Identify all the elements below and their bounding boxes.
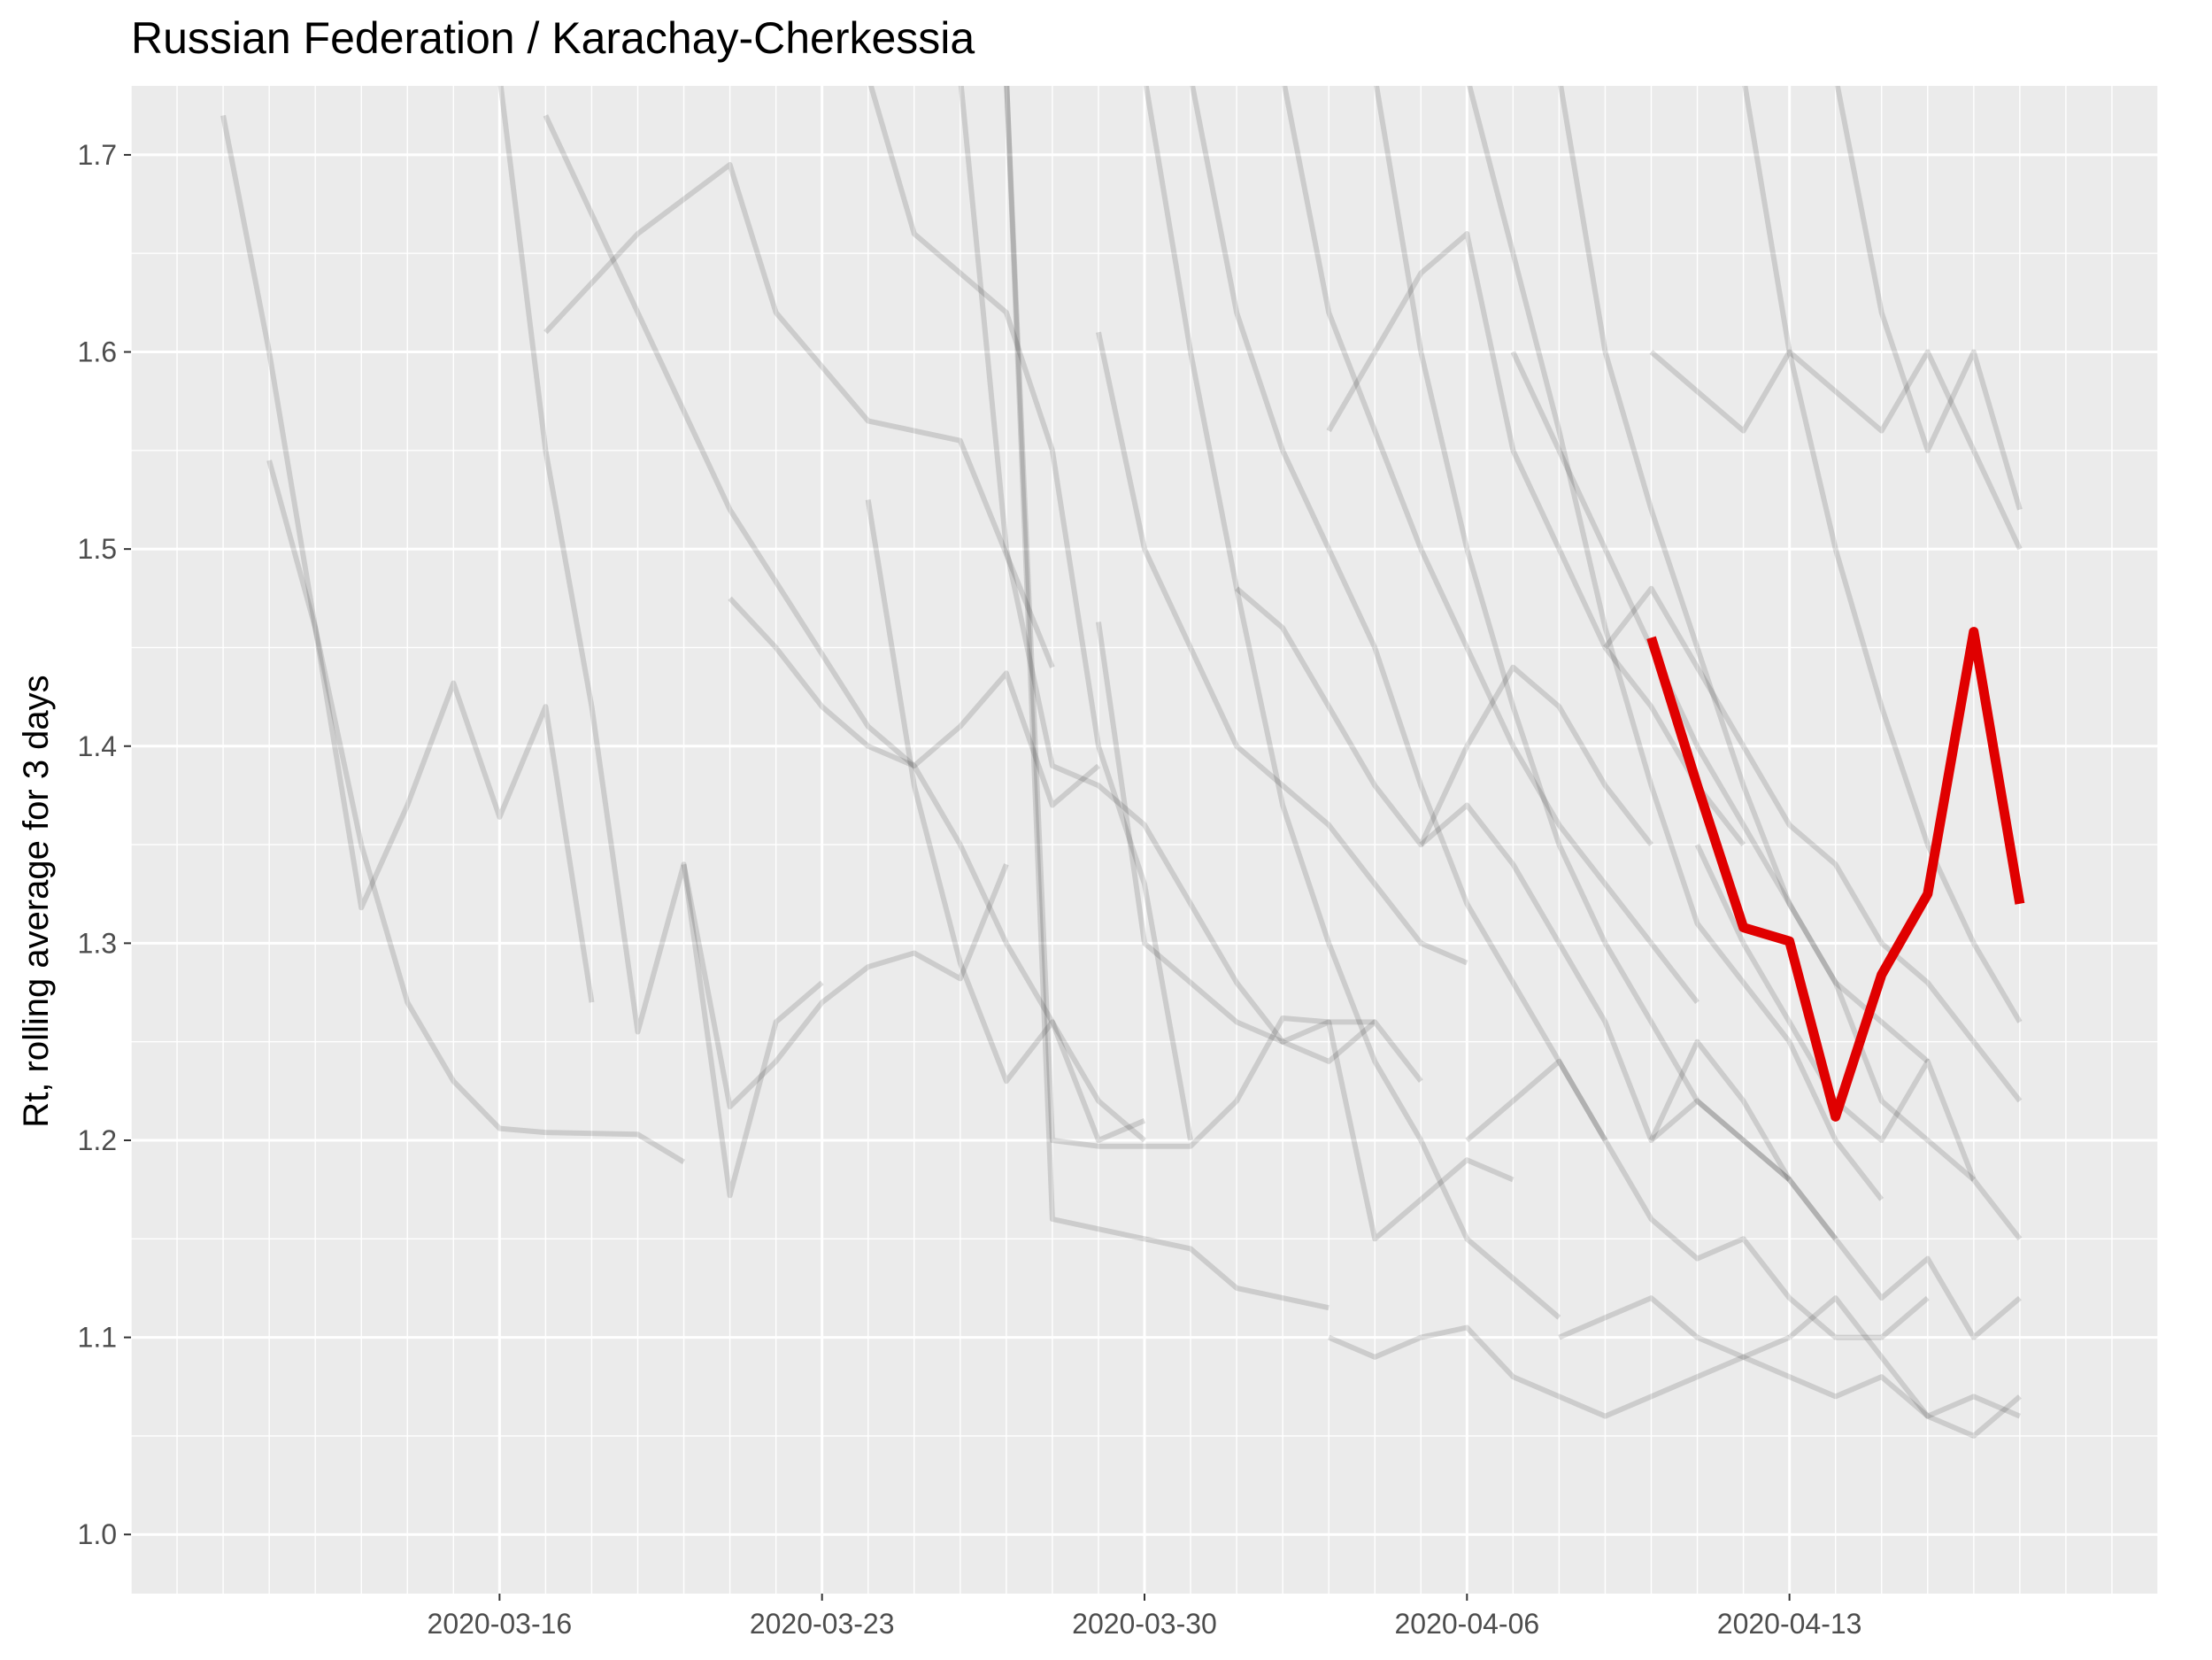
context-series-line (1004, 86, 1330, 1311)
chart-title: Russian Federation / Karachay-Cherkessia (131, 13, 975, 63)
context-series-line (1326, 231, 1746, 846)
context-series-line (266, 459, 595, 1003)
context-series-line (1282, 86, 1699, 1005)
context-series-line (1558, 1295, 2022, 1419)
y-tick-label: 1.0 (78, 1518, 117, 1550)
y-tick-label: 1.1 (78, 1322, 117, 1354)
context-series-line (1235, 586, 1653, 848)
context-series-line (1096, 622, 1514, 1242)
context-series-line (1787, 1295, 2022, 1439)
x-tick-label: 2020-04-06 (1394, 1608, 1539, 1640)
context-series-line (543, 114, 1146, 1143)
context-series-line (1648, 1038, 2022, 1340)
context-series-line (543, 162, 1055, 668)
context-series-line (220, 114, 686, 1165)
y-tick-label: 1.3 (78, 927, 117, 959)
context-series-line (1467, 86, 1884, 1201)
context-series-line (1694, 843, 2023, 1241)
context-series-line (681, 863, 1009, 1110)
context-series-line (1374, 86, 1792, 1182)
context-series-line (1004, 86, 1376, 1149)
context-series-line (1328, 1324, 1791, 1419)
y-tick-label: 1.5 (78, 533, 117, 565)
context-series-line (1143, 86, 1561, 1320)
context-series-line (497, 86, 824, 1199)
grid-major (131, 86, 2158, 1594)
context-series-line (1603, 585, 2023, 1103)
context-series-line (1419, 802, 1838, 1241)
x-tick-label: 2020-03-23 (750, 1608, 895, 1640)
context-series-line (865, 499, 1146, 1143)
x-tick-label: 2020-04-13 (1717, 1608, 1862, 1640)
context-series-line (1558, 86, 1976, 1182)
y-tick-label: 1.2 (78, 1124, 117, 1156)
y-axis-label: Rt, rolling average for 3 days (17, 675, 56, 1127)
y-tick-label: 1.7 (78, 139, 117, 171)
y-tick-label: 1.4 (78, 730, 117, 762)
highlight-series-line (1646, 627, 2025, 1122)
context-series-line (958, 86, 1423, 1084)
context-lines (220, 86, 2023, 1439)
y-axis-ticks: 1.0 1.1 1.2 1.3 1.4 1.5 1.6 1.7 (78, 139, 131, 1550)
context-series-line (867, 86, 1193, 1141)
context-series-line (1510, 351, 1930, 1064)
context-series-line (1742, 86, 2023, 1023)
x-tick-label: 2020-03-16 (428, 1608, 573, 1640)
context-series-line (1190, 86, 1608, 1142)
x-axis-ticks: 2020-03-16 2020-03-23 2020-03-30 2020-04-06… (428, 1594, 1862, 1640)
context-series-line (1649, 349, 2023, 551)
context-series-line (728, 596, 1100, 808)
context-series-line (1834, 86, 2023, 511)
context-series-line (1465, 1058, 1930, 1340)
y-tick-label: 1.6 (78, 336, 117, 368)
highlight-line (1646, 627, 2025, 1122)
context-series-line (1096, 331, 1468, 966)
x-tick-label: 2020-03-30 (1072, 1608, 1217, 1640)
